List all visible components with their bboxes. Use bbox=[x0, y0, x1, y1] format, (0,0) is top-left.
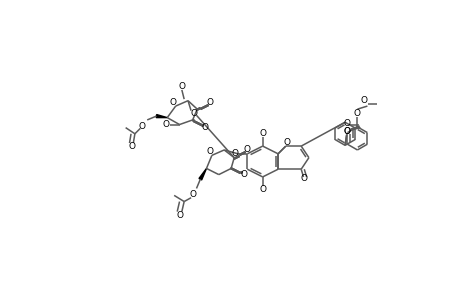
Text: O: O bbox=[206, 147, 213, 156]
Text: O: O bbox=[359, 96, 366, 105]
Polygon shape bbox=[199, 168, 206, 180]
Text: O: O bbox=[242, 145, 250, 154]
Text: O: O bbox=[342, 118, 349, 127]
Text: O: O bbox=[176, 211, 183, 220]
Text: O: O bbox=[231, 149, 238, 158]
Polygon shape bbox=[156, 115, 167, 118]
Text: O: O bbox=[258, 185, 266, 194]
Text: O: O bbox=[343, 127, 350, 136]
Text: O: O bbox=[258, 129, 266, 138]
Text: O: O bbox=[201, 123, 208, 132]
Text: O: O bbox=[343, 127, 350, 136]
Text: O: O bbox=[190, 109, 197, 118]
Text: O: O bbox=[283, 138, 290, 147]
Text: O: O bbox=[240, 170, 247, 179]
Text: O: O bbox=[190, 190, 196, 199]
Text: O: O bbox=[300, 174, 307, 183]
Text: O: O bbox=[178, 82, 185, 91]
Text: O: O bbox=[353, 109, 360, 118]
Text: O: O bbox=[162, 120, 169, 129]
Text: O: O bbox=[207, 98, 213, 107]
Text: O: O bbox=[128, 142, 135, 152]
Text: O: O bbox=[138, 122, 145, 131]
Text: O: O bbox=[169, 98, 176, 107]
